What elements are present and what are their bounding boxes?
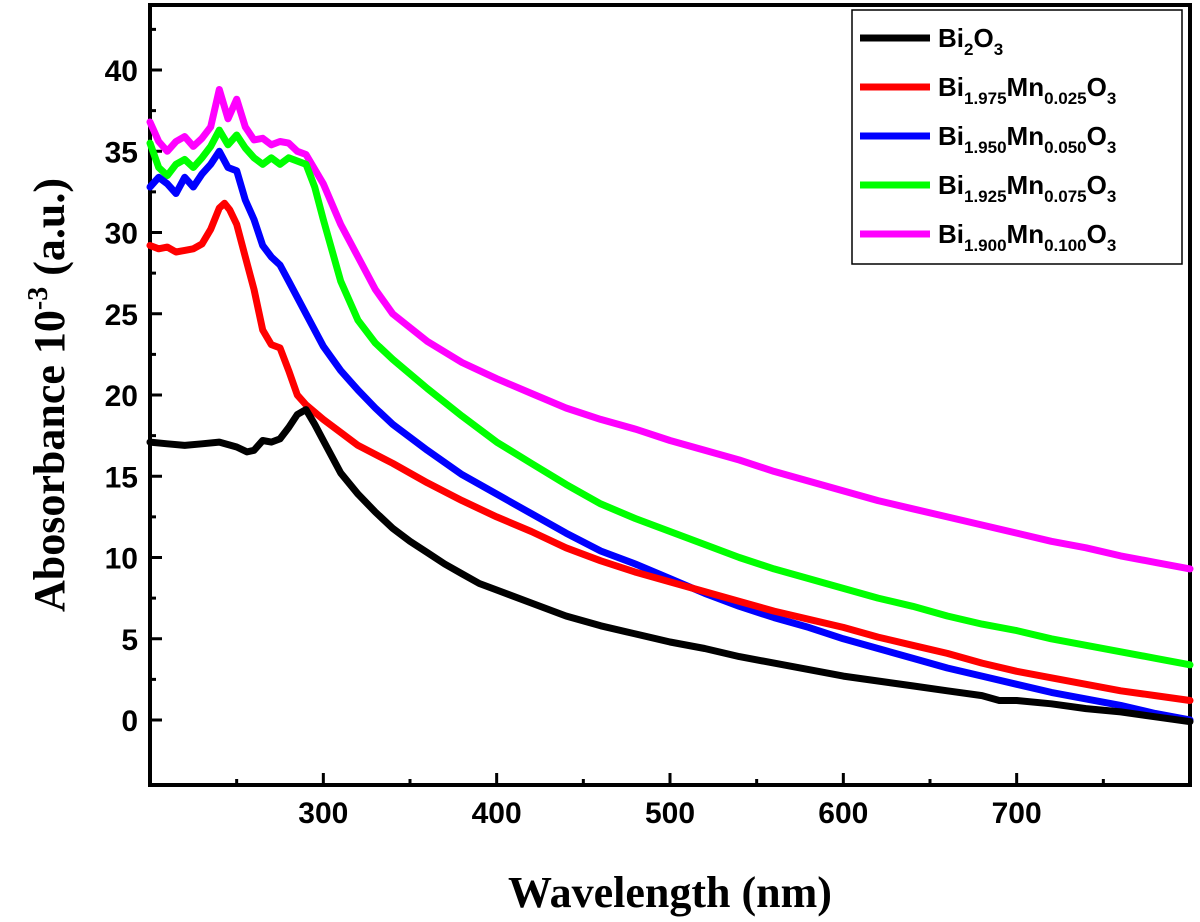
series-line-Bi2O3 bbox=[146, 406, 1194, 726]
legend-text-part: O bbox=[1087, 170, 1107, 200]
legend-subscript: 2 bbox=[964, 40, 973, 59]
legend-label-Bi1.975Mn0.025O3: Bi1.975Mn0.025O3 bbox=[938, 72, 1116, 108]
series-line-Bi1.950Mn0.050O3 bbox=[146, 147, 1194, 724]
x-axis-ticks: 300 400 500 600 700 bbox=[235, 773, 1105, 830]
y-tick-label-20: 20 bbox=[105, 380, 138, 413]
legend-subscript: 1.900 bbox=[964, 236, 1007, 255]
legend-text-part: Bi bbox=[938, 72, 964, 102]
legend-subscript: 1.950 bbox=[964, 138, 1007, 157]
legend-text-part: O bbox=[1087, 72, 1107, 102]
legend-subscript: 1.975 bbox=[964, 89, 1007, 108]
y-tick-label-0: 0 bbox=[121, 705, 138, 738]
legend-text-part: Mn bbox=[1007, 121, 1045, 151]
legend-text-part: Mn bbox=[1007, 219, 1045, 249]
y-axis-title-unit: (a.u.) bbox=[25, 178, 74, 287]
y-tick-label-25: 25 bbox=[105, 299, 138, 332]
legend-subscript: 0.025 bbox=[1044, 89, 1087, 108]
series-layer bbox=[146, 86, 1194, 726]
x-tick-label-400: 400 bbox=[472, 797, 522, 830]
legend-text-part: O bbox=[1087, 219, 1107, 249]
legend-subscript: 0.050 bbox=[1044, 138, 1087, 157]
y-tick-label-5: 5 bbox=[121, 624, 138, 657]
legend-subscript: 3 bbox=[1107, 138, 1116, 157]
x-tick-label-300: 300 bbox=[298, 797, 348, 830]
legend-text-part: Bi bbox=[938, 23, 964, 53]
legend-subscript: 3 bbox=[1107, 187, 1116, 206]
legend-label-Bi1.950Mn0.050O3: Bi1.950Mn0.050O3 bbox=[938, 121, 1116, 157]
series-line-Bi1.975Mn0.025O3 bbox=[146, 199, 1194, 704]
x-axis-title: Wavelength (nm) bbox=[508, 868, 832, 917]
y-axis-title-main: Abosorbance 10 bbox=[25, 310, 74, 612]
y-tick-label-10: 10 bbox=[105, 543, 138, 576]
x-tick-label-600: 600 bbox=[818, 797, 868, 830]
legend-label-Bi1.900Mn0.100O3: Bi1.900Mn0.100O3 bbox=[938, 219, 1116, 255]
legend-subscript: 0.075 bbox=[1044, 187, 1087, 206]
x-tick-label-500: 500 bbox=[645, 797, 695, 830]
y-axis-title: Abosorbance 10-3 (a.u.) bbox=[23, 178, 74, 612]
legend-label-Bi1.925Mn0.075O3: Bi1.925Mn0.075O3 bbox=[938, 170, 1116, 206]
legend-subscript: 1.925 bbox=[964, 187, 1007, 206]
legend-text-part: Bi bbox=[938, 170, 964, 200]
legend-subscript: 3 bbox=[994, 40, 1003, 59]
series-line-Bi1.925Mn0.075O3 bbox=[146, 126, 1194, 669]
legend-text-part: Mn bbox=[1007, 72, 1045, 102]
legend-subscript: 3 bbox=[1107, 236, 1116, 255]
legend-text-part: O bbox=[973, 23, 993, 53]
x-tick-label-700: 700 bbox=[992, 797, 1042, 830]
legend-text-part: O bbox=[1087, 121, 1107, 151]
y-tick-label-40: 40 bbox=[105, 55, 138, 88]
legend-text-part: Mn bbox=[1007, 170, 1045, 200]
y-tick-label-35: 35 bbox=[105, 136, 138, 169]
legend-subscript: 0.100 bbox=[1044, 236, 1087, 255]
legend-label-Bi2O3: Bi2O3 bbox=[938, 23, 1003, 59]
y-axis-title-exponent: -3 bbox=[23, 287, 54, 310]
y-axis-ticks: 0 5 10 15 20 25 30 35 40 bbox=[105, 27, 162, 738]
series-line-Bi1.900Mn0.100O3 bbox=[146, 86, 1194, 573]
y-tick-label-15: 15 bbox=[105, 461, 138, 494]
legend-text-part: Bi bbox=[938, 121, 964, 151]
legend: Bi2O3Bi1.975Mn0.025O3Bi1.950Mn0.050O3Bi1… bbox=[851, 9, 1183, 265]
y-tick-label-30: 30 bbox=[105, 218, 138, 251]
legend-subscript: 3 bbox=[1107, 89, 1116, 108]
legend-text-part: Bi bbox=[938, 219, 964, 249]
